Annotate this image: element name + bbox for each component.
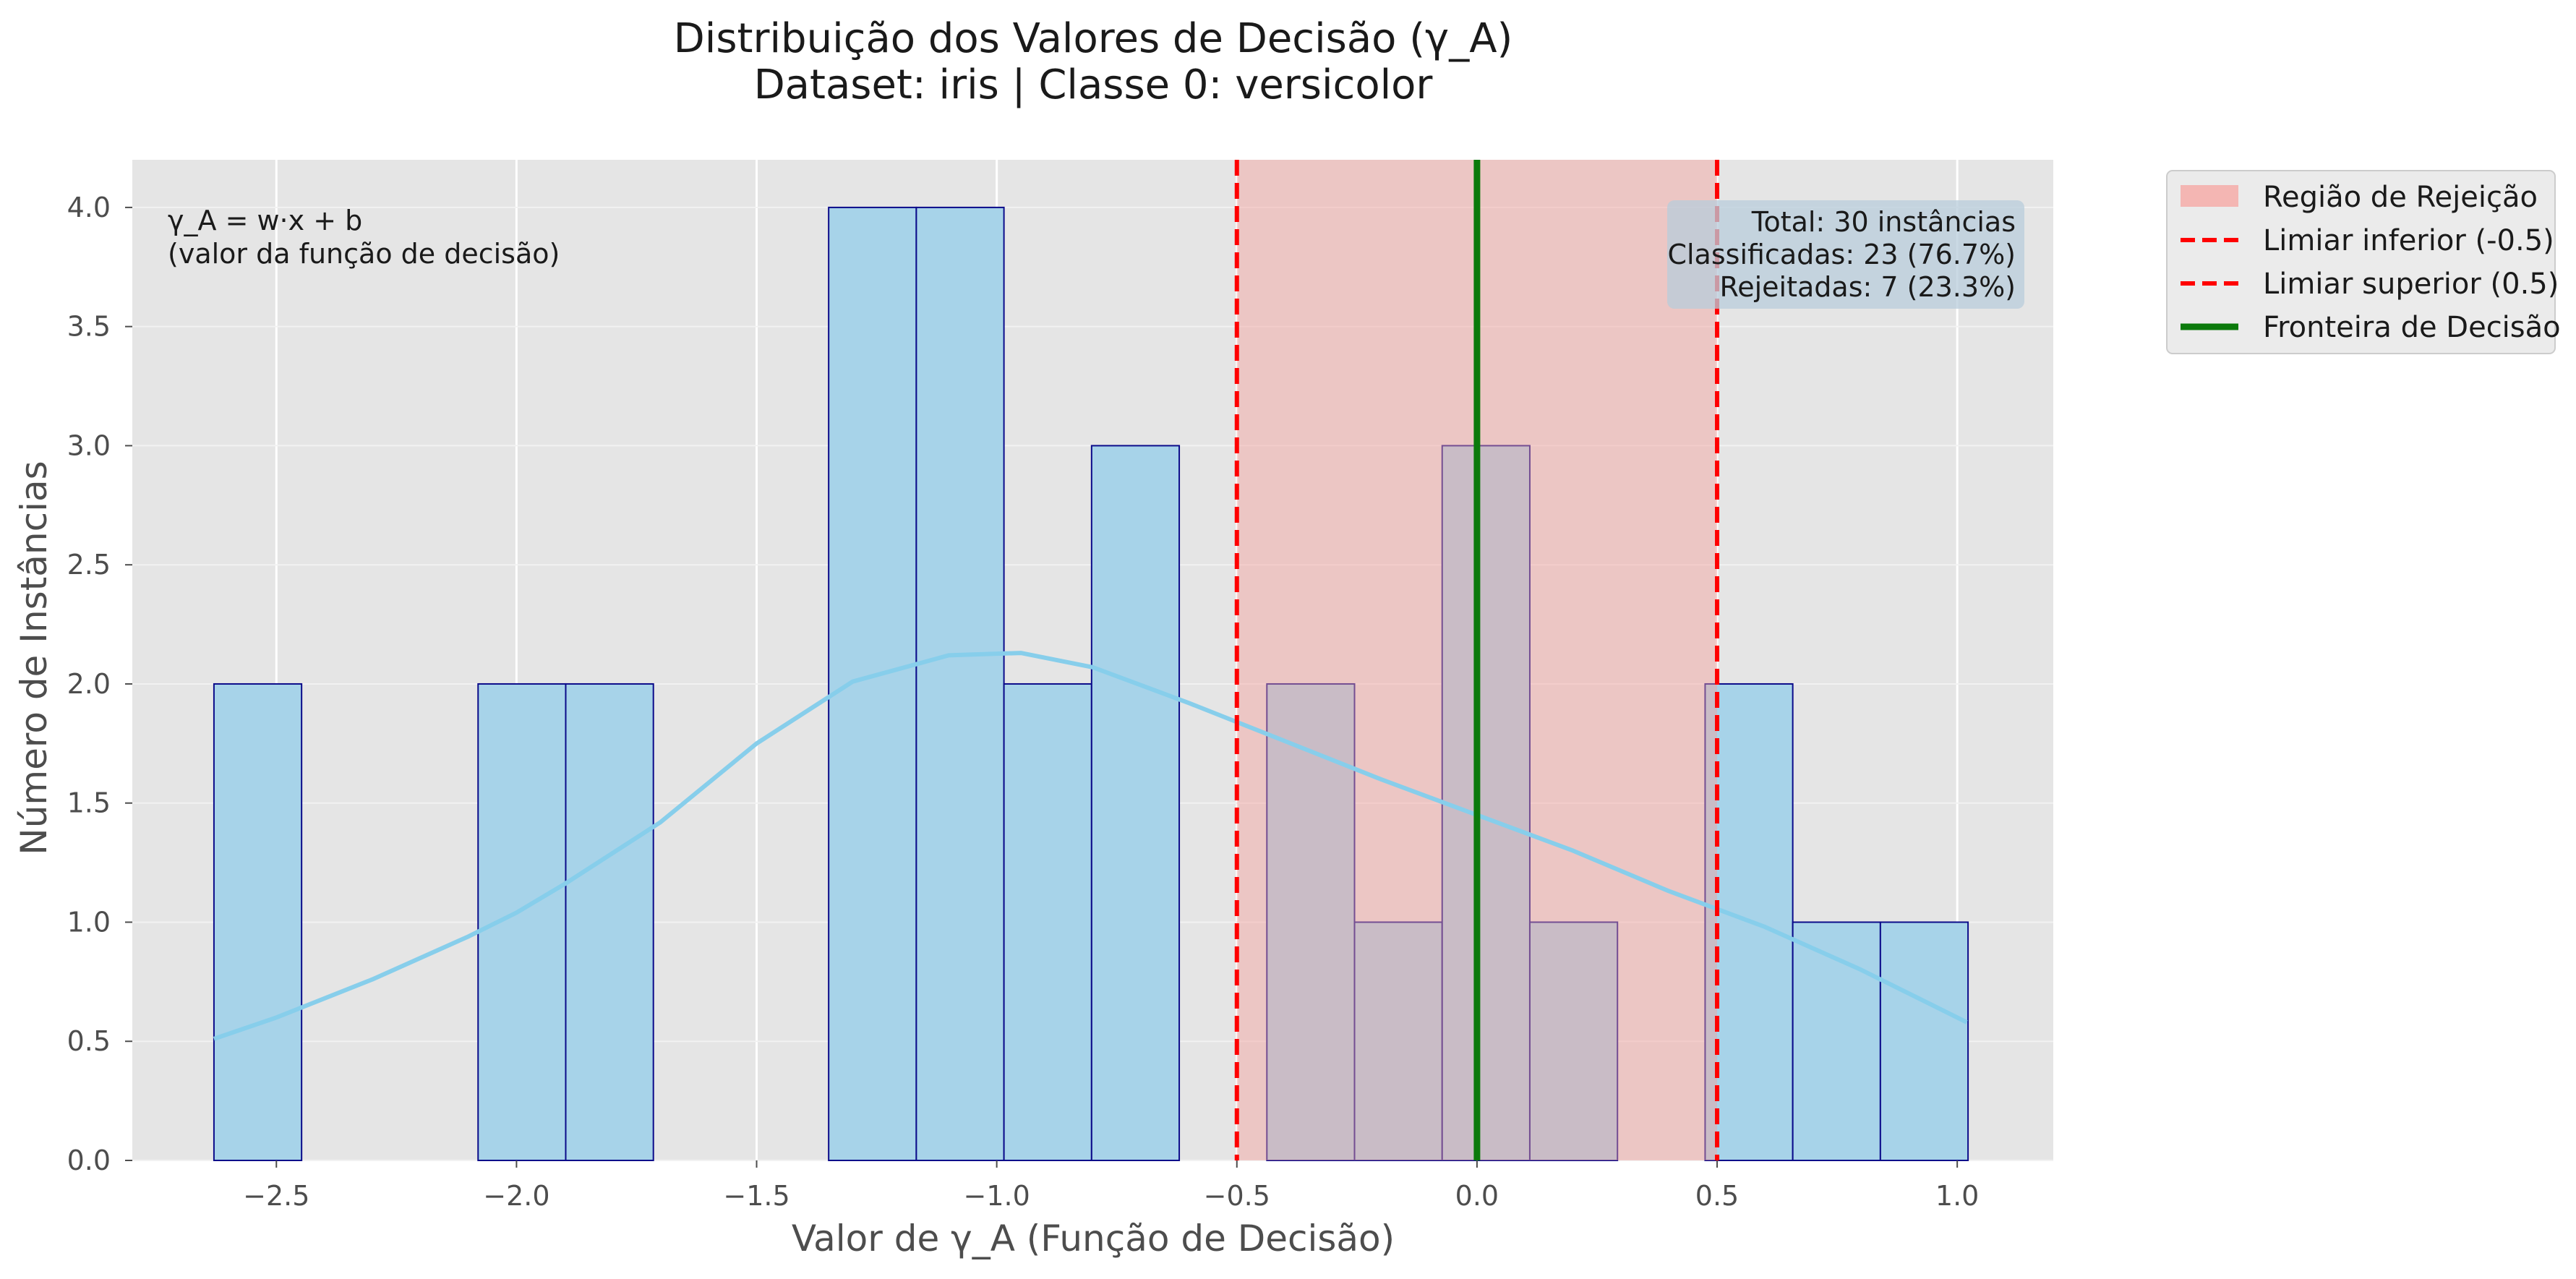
histogram-bar bbox=[1528, 921, 1619, 1161]
stats-line: Total: 30 instâncias bbox=[1751, 206, 2016, 238]
chart-subtitle: Dataset: iris | Classe 0: versicolor bbox=[754, 61, 1434, 108]
y-tick-label: 3.5 bbox=[67, 311, 111, 343]
histogram-bar bbox=[213, 683, 303, 1161]
x-tick-label: 0.5 bbox=[1695, 1180, 1739, 1212]
x-tick-label: 1.0 bbox=[1935, 1180, 1979, 1212]
legend-label: Limiar superior (0.5) bbox=[2263, 268, 2559, 301]
x-tick-label: −1.5 bbox=[723, 1180, 790, 1212]
y-tick-label: 2.0 bbox=[67, 668, 111, 700]
legend-box bbox=[2166, 170, 2556, 354]
legend-label: Região de Rejeição bbox=[2263, 181, 2538, 214]
y-tick-label: 0.5 bbox=[67, 1025, 111, 1057]
histogram-bar bbox=[1090, 445, 1181, 1161]
y-axis-label: Número de Instâncias bbox=[13, 461, 55, 855]
formula-annotation: γ_A = w·x + b bbox=[168, 205, 362, 236]
histogram-bar bbox=[828, 206, 917, 1161]
histogram-bar bbox=[1353, 921, 1443, 1161]
chart-title: Distribuição dos Valores de Decisão (γ_A… bbox=[674, 15, 1513, 62]
x-tick-label: −1.0 bbox=[964, 1180, 1030, 1212]
histogram-bar bbox=[915, 206, 1005, 1161]
legend: Região de Rejeição Limiar inferior (-0.5)… bbox=[2166, 170, 2561, 354]
histogram-bar bbox=[1003, 683, 1092, 1161]
histogram-bar bbox=[565, 683, 654, 1161]
y-tick-label: 4.0 bbox=[67, 192, 111, 223]
y-tick-label: 0.0 bbox=[67, 1145, 111, 1176]
histogram-bar bbox=[1792, 921, 1881, 1161]
stats-line: Classificadas: 23 (76.7%) bbox=[1667, 239, 2016, 270]
y-tick-label: 1.5 bbox=[67, 787, 111, 819]
histogram-bar bbox=[1879, 921, 1969, 1161]
legend-label: Fronteira de Decisão bbox=[2263, 311, 2561, 344]
y-tick-label: 3.0 bbox=[67, 429, 111, 461]
x-tick-label: −0.5 bbox=[1204, 1180, 1270, 1212]
stats-line: Rejeitadas: 7 (23.3%) bbox=[1720, 271, 2016, 303]
x-tick-label: 0.0 bbox=[1455, 1180, 1499, 1212]
legend-swatch bbox=[2181, 185, 2238, 207]
y-tick-label: 1.0 bbox=[67, 906, 111, 938]
plot-area: −2.5 −2.0 −1.5 −1.0 −0.5 0.0 0.5 1.0 0.0 0.5 1.0 1.… bbox=[67, 160, 2053, 1212]
x-axis-label: Valor de γ_A (Função de Decisão) bbox=[792, 1218, 1395, 1259]
legend-label: Limiar inferior (-0.5) bbox=[2263, 224, 2554, 257]
x-tick-label: −2.0 bbox=[483, 1180, 549, 1212]
histogram-bar bbox=[477, 683, 567, 1161]
x-tick-label: −2.5 bbox=[243, 1180, 309, 1212]
formula-annotation-subtext: (valor da função de decisão) bbox=[168, 238, 560, 270]
histogram-bar bbox=[1441, 445, 1531, 1161]
kde-curve bbox=[213, 651, 1968, 1041]
stats-box bbox=[1667, 200, 2024, 309]
y-tick-label: 2.5 bbox=[67, 549, 111, 581]
